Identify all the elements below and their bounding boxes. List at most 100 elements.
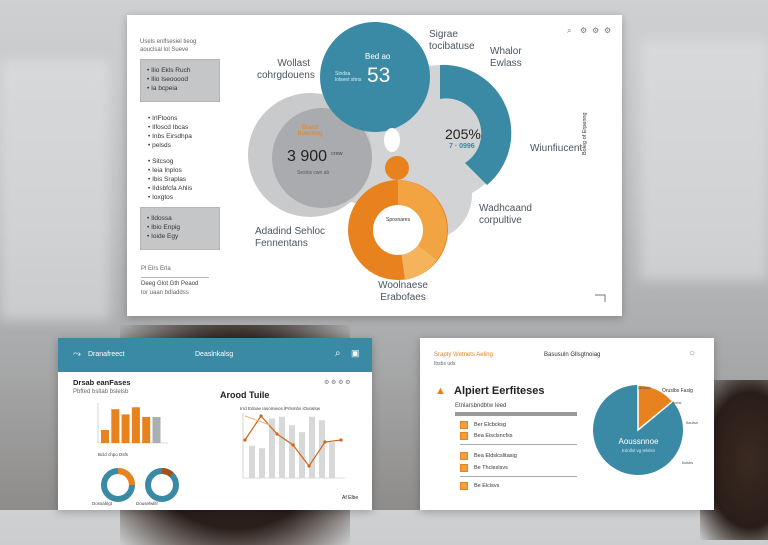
donut-label: Dossahlgt bbox=[92, 501, 113, 506]
bullet-list: Sitcsog Ieia Inplos Ibis Sraplas IIdsbfc… bbox=[148, 157, 192, 202]
gray-inner-circle bbox=[272, 108, 372, 208]
pie-label: Itaulsa bbox=[686, 420, 698, 425]
resize-corner-icon[interactable] bbox=[595, 294, 606, 302]
info-box: Ilio Ekls Ruch Ilio Iseooood Ia bcpeia bbox=[140, 59, 220, 102]
alert-title: Alpiert Eerfiteses bbox=[454, 385, 545, 397]
box-list: Ilio Ekls Ruch Ilio Iseooood Ia bcpeia bbox=[147, 66, 190, 93]
alert-subtitle: Etnlarsbndbtw Ieed bbox=[455, 403, 507, 409]
alert-item[interactable]: Be Thcleslsvs bbox=[474, 465, 508, 471]
pie-label: Iarwlsb bbox=[638, 385, 651, 390]
column-bar bbox=[259, 448, 265, 478]
footer-text: Pl Elrs Erla bbox=[141, 266, 171, 272]
trend-line-secondary bbox=[244, 415, 271, 426]
alert-item[interactable]: Bea Eldslcslitasig bbox=[474, 453, 517, 459]
list-item: Ieia Inplos bbox=[148, 166, 192, 175]
alert-item-icon bbox=[460, 464, 468, 472]
section-title: Drsab eanFases bbox=[73, 378, 131, 387]
settings-icon[interactable]: ⚙ bbox=[580, 26, 588, 35]
alert-item[interactable]: Be Elcisvs bbox=[474, 483, 500, 489]
list-item: Ilio Iseooood bbox=[147, 75, 190, 84]
search-icon[interactable]: ⌕ bbox=[335, 348, 341, 359]
pie-title: Aoussnnoe bbox=[618, 437, 659, 446]
donut-segment bbox=[117, 468, 135, 486]
info-icon[interactable]: ○ bbox=[689, 348, 696, 359]
progress-bar bbox=[455, 412, 577, 416]
label: Wadhcaand corpultive bbox=[479, 203, 532, 226]
divider bbox=[141, 277, 209, 278]
background-window bbox=[0, 60, 110, 320]
pie-chart bbox=[593, 384, 683, 475]
settings-icon[interactable]: ⚙ bbox=[604, 26, 612, 35]
percent-value: 205% bbox=[445, 126, 481, 142]
column-bar bbox=[269, 418, 275, 478]
pie-subtitle: Edollsl vg Ielslsn bbox=[621, 448, 656, 453]
teal-value: 53 bbox=[367, 64, 391, 87]
bar bbox=[152, 417, 161, 443]
brand-name: Dranafreect bbox=[88, 351, 125, 358]
percent-sub: 7 · 0996 bbox=[449, 143, 475, 150]
box-list: Ildossa Ibio Enpig Ioide Egy bbox=[147, 214, 180, 241]
dashboard-charts bbox=[97, 403, 345, 502]
search-icon[interactable]: ⌕ bbox=[567, 26, 572, 35]
teal-title: Bed ao bbox=[365, 52, 391, 61]
donut-segment bbox=[161, 468, 174, 478]
list-item: Ioxgtos bbox=[148, 193, 192, 202]
pie-slice bbox=[637, 384, 674, 432]
list-item: pelsds bbox=[148, 141, 192, 150]
list-item: Ibio Enpig bbox=[147, 223, 180, 232]
alert-item-icon bbox=[460, 482, 468, 490]
list-item: Inbs Eirsdhpa bbox=[148, 132, 192, 141]
label: Woolnaese Erabofaes bbox=[378, 280, 428, 303]
pie-label: Oruslbs Faslg bbox=[662, 388, 693, 394]
column-bar bbox=[319, 420, 325, 478]
bar bbox=[131, 407, 140, 443]
teal-circle bbox=[320, 22, 430, 132]
bar bbox=[101, 430, 109, 443]
trend-point bbox=[243, 438, 247, 442]
list-item: Ibis Sraplas bbox=[148, 175, 192, 184]
footer-text: Deeg Glot Gth Peaod bbox=[141, 281, 199, 287]
logo-icon: ⤳ bbox=[73, 349, 81, 360]
list-item: IIdsbfcfa Ahlis bbox=[148, 184, 192, 193]
dashboard-header: ⤳ Dranafreect Deaslnkalsg ⌕ ▣ bbox=[58, 338, 372, 372]
teal-note: Sindsa lolseet shns bbox=[335, 71, 362, 83]
trend-point bbox=[323, 440, 327, 444]
column-bar bbox=[299, 432, 305, 478]
donut-center-label: Sposnares bbox=[386, 217, 410, 223]
list-item: IrlFtoons bbox=[148, 114, 192, 123]
column-bar bbox=[289, 425, 295, 478]
alert-item[interactable]: Bea Eisclsncfss bbox=[474, 433, 513, 439]
list-item: Ia bcpeia bbox=[147, 84, 190, 93]
teal-ring-arc bbox=[440, 64, 512, 185]
donut-ring bbox=[145, 468, 179, 502]
alert-item[interactable]: Ber Elcbcksg bbox=[474, 422, 507, 428]
orange-tag: Brand Bolenting bbox=[297, 125, 323, 137]
orange-dot bbox=[385, 156, 409, 180]
bar bbox=[142, 417, 151, 443]
list-item: Ilfoscd Ibcas bbox=[148, 123, 192, 132]
list-item: Ioide Egy bbox=[147, 232, 180, 241]
list-item: Ildossa bbox=[147, 214, 180, 223]
donut-caption: Bcld chpo Dsfs bbox=[98, 452, 129, 457]
list-item: Ilio Ekls Ruch bbox=[147, 66, 190, 75]
footer-text: Af Elbe bbox=[342, 495, 359, 501]
chat-icon[interactable]: ▣ bbox=[351, 348, 360, 358]
label: Sigrae tocibatuse bbox=[429, 29, 475, 52]
bullet-list: IrlFtoons Ilfoscd Ibcas Inbs Eirsdhpa pe… bbox=[148, 114, 192, 150]
settings-icon[interactable]: ⚙ bbox=[592, 26, 600, 35]
settings-icon[interactable]: ⚙ ⚙ ⚙ ⚙ bbox=[324, 380, 351, 386]
line-chart-subtitle: Irrd Edoae Iasomieos lPrlsmbs iOuralsw bbox=[240, 406, 321, 411]
column-bar bbox=[309, 416, 315, 478]
gray-value: 3 900 bbox=[287, 148, 328, 165]
divider bbox=[460, 444, 577, 445]
alert-item-icon bbox=[460, 432, 468, 440]
info-box: Ildossa Ibio Enpig Ioide Egy bbox=[140, 207, 220, 250]
gray-unit: crew bbox=[331, 151, 343, 157]
list-item: Sitcsog bbox=[148, 157, 192, 166]
divider bbox=[460, 476, 577, 477]
section-subtitle: Pbfted bsltab bslelsb bbox=[73, 389, 129, 395]
alert-panel: Srapty Wetnets Aeling Ibsbs uds Basusuln… bbox=[420, 338, 714, 510]
dashboard-title: Deaslnkalsg bbox=[195, 351, 234, 358]
label: Wiunfiucent bbox=[530, 143, 583, 154]
header-text: aouclsal lol Sueve bbox=[140, 47, 189, 53]
